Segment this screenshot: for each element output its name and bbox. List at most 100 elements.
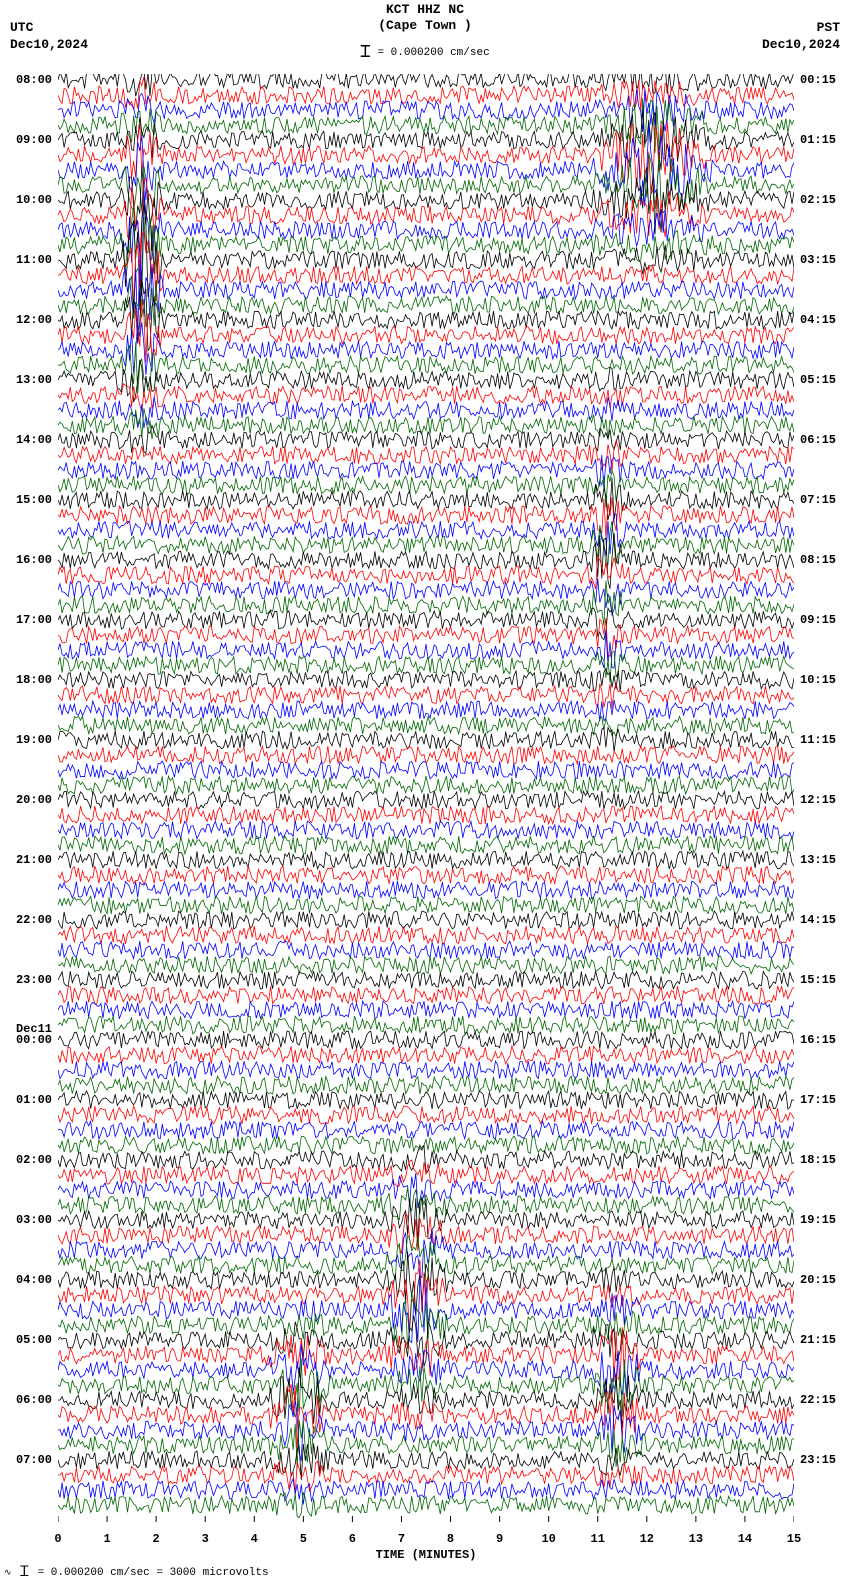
xtick: 10	[541, 1532, 555, 1546]
seismic-trace	[58, 1443, 794, 1480]
left-hour-label: 14:00	[16, 433, 52, 447]
seismic-trace	[58, 1016, 794, 1034]
left-hour-label: 01:00	[16, 1093, 52, 1107]
seismic-trace	[58, 1061, 794, 1079]
seismic-trace	[58, 926, 794, 944]
yaxis-left: 08:0009:0010:0011:0012:0013:0014:0015:00…	[0, 74, 56, 1522]
right-hour-label: 12:15	[800, 793, 836, 807]
xaxis: TIME (MINUTES) 0123456789101112131415	[58, 1522, 794, 1562]
seismic-trace	[58, 911, 794, 929]
seismic-trace	[58, 608, 794, 640]
right-hour-label: 08:15	[800, 553, 836, 567]
station-location: (Cape Town )	[378, 18, 472, 34]
seismic-trace	[58, 74, 794, 96]
left-hour-label: 09:00	[16, 133, 52, 147]
seismic-trace	[58, 618, 794, 656]
left-hour-label: 22:00	[16, 913, 52, 927]
left-hour-label: 23:00	[16, 973, 52, 987]
right-hour-label: 11:15	[800, 733, 836, 747]
seismic-trace	[58, 791, 794, 809]
xtick: 5	[300, 1532, 307, 1546]
right-hour-label: 18:15	[800, 1153, 836, 1167]
seismic-trace	[58, 971, 794, 989]
pst-zone: PST	[762, 20, 840, 37]
seismic-trace	[58, 746, 794, 764]
left-hour-label: 06:00	[16, 1393, 52, 1407]
xtick: 14	[738, 1532, 752, 1546]
left-hour-label: 11:00	[16, 253, 52, 267]
xtick: 8	[447, 1532, 454, 1546]
seismic-trace	[58, 851, 794, 869]
left-hour-label: 04:00	[16, 1273, 52, 1287]
utc-date: Dec10,2024	[10, 37, 88, 54]
xaxis-label: TIME (MINUTES)	[376, 1548, 477, 1562]
right-hour-label: 01:15	[800, 133, 836, 147]
seismic-trace	[58, 941, 794, 959]
left-hour-label: 16:00	[16, 553, 52, 567]
right-hour-label: 20:15	[800, 1273, 836, 1287]
right-hour-label: 16:15	[800, 1033, 836, 1047]
seismic-trace	[58, 1106, 794, 1124]
seismic-trace	[58, 956, 794, 974]
xtick: 2	[153, 1532, 160, 1546]
xtick: 12	[640, 1532, 654, 1546]
left-hour-label: 05:00	[16, 1333, 52, 1347]
yaxis-right: 00:1501:1502:1503:1504:1505:1506:1507:15…	[796, 74, 850, 1522]
header-right: PST Dec10,2024	[762, 20, 840, 54]
left-hour-label: 17:00	[16, 613, 52, 627]
left-hour-label: 07:00	[16, 1453, 52, 1467]
left-hour-label: 13:00	[16, 373, 52, 387]
left-hour-label: 19:00	[16, 733, 52, 747]
right-hour-label: 07:15	[800, 493, 836, 507]
right-hour-label: 19:15	[800, 1213, 836, 1227]
right-hour-label: 04:15	[800, 313, 836, 327]
right-hour-label: 02:15	[800, 193, 836, 207]
scale-note: Ꮖ = 0.000200 cm/sec	[360, 42, 489, 60]
seismic-trace	[58, 342, 794, 394]
right-hour-label: 09:15	[800, 613, 836, 627]
right-hour-label: 21:15	[800, 1333, 836, 1347]
right-hour-label: 14:15	[800, 913, 836, 927]
xtick: 9	[496, 1532, 503, 1546]
seismic-trace	[58, 1145, 794, 1174]
footer-note: ∿ Ꮖ = 0.000200 cm/sec = 3000 microvolts	[4, 1564, 269, 1580]
station-code: KCT HHZ NC	[378, 2, 472, 18]
left-hour-label: 15:00	[16, 493, 52, 507]
right-hour-label: 00:15	[800, 73, 836, 87]
header: UTC Dec10,2024 KCT HHZ NC (Cape Town ) P…	[0, 0, 850, 60]
seismic-trace	[58, 514, 794, 556]
pst-date: Dec10,2024	[762, 37, 840, 54]
xtick: 3	[202, 1532, 209, 1546]
seismic-trace	[58, 276, 794, 327]
xtick: 11	[591, 1532, 605, 1546]
seismic-trace	[58, 89, 794, 132]
seismic-trace	[58, 821, 794, 839]
seismic-trace	[58, 684, 794, 709]
right-hour-label: 17:15	[800, 1093, 836, 1107]
seismic-trace	[58, 533, 794, 589]
seismic-trace	[58, 205, 794, 310]
xtick: 0	[54, 1532, 61, 1546]
xtick: 6	[349, 1532, 356, 1546]
right-hour-label: 22:15	[800, 1393, 836, 1407]
right-hour-label: 05:15	[800, 373, 836, 387]
xtick: 7	[398, 1532, 405, 1546]
seismic-trace	[58, 1213, 794, 1253]
right-hour-label: 23:15	[800, 1453, 836, 1467]
right-hour-label: 10:15	[800, 673, 836, 687]
seismic-trace	[58, 1136, 794, 1154]
seismic-trace	[58, 1121, 794, 1139]
left-hour-label: 00:00	[16, 1033, 52, 1047]
seismic-trace	[58, 1091, 794, 1109]
seismic-trace	[58, 441, 794, 472]
right-hour-label: 15:15	[800, 973, 836, 987]
left-hour-label: 21:00	[16, 853, 52, 867]
seismic-trace	[58, 1316, 794, 1367]
seismic-trace	[58, 384, 794, 411]
left-hour-label: 03:00	[16, 1213, 52, 1227]
seismic-trace	[58, 556, 794, 589]
left-hour-label: 12:00	[16, 313, 52, 327]
header-left: UTC Dec10,2024	[10, 20, 88, 54]
seismic-trace	[58, 896, 794, 914]
xtick: 15	[787, 1532, 801, 1546]
